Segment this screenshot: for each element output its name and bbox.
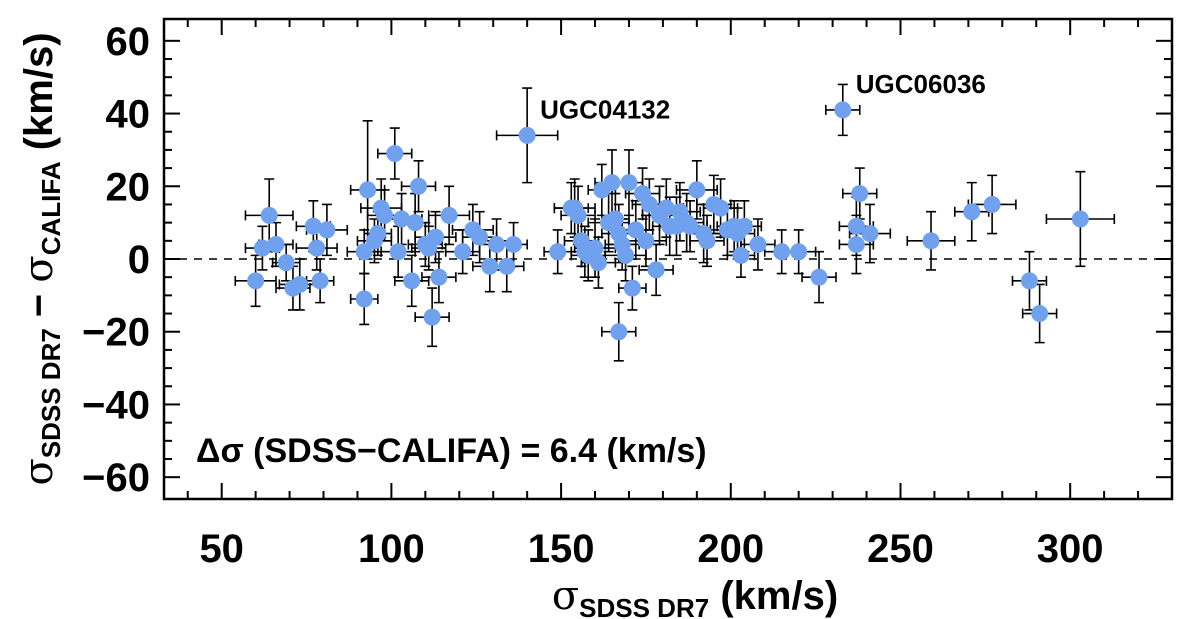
data-point (589, 254, 607, 272)
data-point (735, 217, 753, 235)
data-point (430, 268, 448, 286)
data-point (355, 243, 373, 261)
data-point (308, 239, 326, 257)
data-point (1071, 210, 1089, 228)
y-tick-label: 60 (106, 20, 151, 64)
stat-text: Δσ (SDSS−CALIFA) = 6.4 (km/s) (196, 432, 707, 470)
data-point (698, 232, 716, 250)
x-tick-label: 50 (199, 527, 244, 571)
data-point (247, 272, 265, 290)
data-point (773, 243, 791, 261)
data-point (454, 243, 472, 261)
data-point (549, 243, 567, 261)
data-point (488, 235, 506, 253)
data-point (749, 235, 767, 253)
data-point (376, 206, 394, 224)
data-point (847, 217, 865, 235)
data-point (922, 232, 940, 250)
data-point (267, 235, 285, 253)
data-point (657, 199, 675, 217)
axis-ticks (164, 19, 1172, 499)
y-tick-label: 0 (128, 238, 150, 282)
data-point (606, 210, 624, 228)
y-tick-label: −40 (82, 383, 150, 427)
data-point (1031, 305, 1049, 323)
data-point (406, 214, 424, 232)
data-point (647, 261, 665, 279)
data-point (732, 246, 750, 264)
data-point (505, 235, 523, 253)
data-point (311, 272, 329, 290)
data-point (834, 101, 852, 119)
data-point (498, 257, 516, 275)
data-point (389, 243, 407, 261)
y-tick-label: 40 (106, 93, 151, 137)
data-point (403, 272, 421, 290)
data-point (620, 174, 638, 192)
data-point (627, 221, 645, 239)
data-point (253, 239, 271, 257)
data-point (277, 254, 295, 272)
data-point (304, 217, 322, 235)
data-point (637, 232, 655, 250)
data-point (688, 181, 706, 199)
data-point (861, 225, 879, 243)
data-point (712, 199, 730, 217)
x-tick-label: 150 (528, 527, 595, 571)
data-point (355, 290, 373, 308)
data-point (471, 228, 489, 246)
data-markers (247, 101, 1089, 341)
data-point (481, 257, 499, 275)
y-tick-label: −60 (82, 456, 150, 500)
data-point (983, 195, 1001, 213)
data-point (318, 221, 336, 239)
data-point (359, 181, 377, 199)
data-point (410, 177, 428, 195)
data-point (393, 210, 411, 228)
point-annotations: UGC04132 UGC06036 (540, 69, 986, 124)
data-point (386, 145, 404, 163)
data-point (790, 243, 808, 261)
data-point (847, 235, 865, 253)
data-point (518, 126, 536, 144)
data-point (603, 174, 621, 192)
y-axis-title: σSDSS DR7 − σCALIFA (km/s) (16, 32, 66, 485)
data-point (440, 206, 458, 224)
x-tick-label: 250 (867, 527, 934, 571)
data-point (569, 206, 587, 224)
data-point (1020, 272, 1038, 290)
data-point (423, 308, 441, 326)
y-tick-label: 20 (106, 165, 151, 209)
data-point (369, 225, 387, 243)
data-point (610, 323, 628, 341)
data-point (963, 203, 981, 221)
x-axis-title: σSDSS DR7 (km/s) (552, 573, 838, 619)
x-tick-labels: 50 100 150 200 250 300 (199, 527, 1103, 571)
data-point (851, 185, 869, 203)
data-point (681, 217, 699, 235)
data-point (260, 206, 278, 224)
data-point (640, 195, 658, 213)
data-point (427, 228, 445, 246)
y-tick-label: −20 (82, 311, 150, 355)
point-annotation: UGC06036 (856, 69, 986, 99)
data-point (291, 275, 309, 293)
x-tick-label: 200 (697, 527, 764, 571)
point-annotation: UGC04132 (540, 94, 670, 124)
x-tick-label: 100 (358, 527, 425, 571)
data-point (586, 239, 604, 257)
data-point (623, 279, 641, 297)
data-point (617, 246, 635, 264)
x-tick-label: 300 (1037, 527, 1104, 571)
data-point (810, 268, 828, 286)
y-tick-labels: 60 40 20 0 −20 −40 −60 (82, 20, 150, 500)
